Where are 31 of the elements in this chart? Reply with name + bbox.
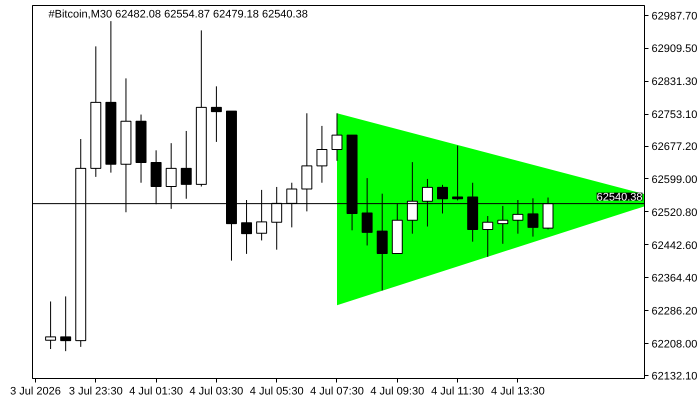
candlestick [45, 300, 56, 350]
x-tick-label: 3 Jul 23:30 [68, 386, 123, 398]
x-tick-label: 4 Jul 03:30 [189, 386, 244, 398]
x-tick-label: 4 Jul 05:30 [250, 386, 304, 398]
y-tick-label: 62753.10 [652, 109, 698, 122]
y-tick-label: 62442.60 [652, 240, 698, 252]
x-tick-label: 3 Jul 2026 [10, 386, 61, 398]
candlestick [452, 145, 464, 201]
y-tick-label: 62520.80 [652, 206, 698, 219]
x-tick-label: 4 Jul 11:30 [431, 386, 484, 398]
candlestick [482, 215, 494, 258]
x-tick-label: 4 Jul 09:30 [370, 386, 424, 398]
x-tick-label: 4 Jul 07:30 [310, 386, 364, 398]
candlestick [210, 86, 222, 142]
x-tick-label: 4 Jul 13:30 [490, 386, 545, 398]
candlestick [332, 112, 342, 162]
candlestick [60, 296, 72, 352]
y-tick-label: 62677.20 [652, 141, 698, 154]
y-tick-label: 62987.70 [652, 10, 698, 22]
y-tick-label: 62132.10 [652, 370, 698, 383]
y-tick-label: 62364.40 [652, 272, 698, 285]
candlestick [180, 130, 192, 200]
y-tick-label: 62831.30 [652, 76, 698, 88]
y-tick-label: 62208.00 [652, 338, 698, 351]
x-tick-label: 4 Jul 01:30 [129, 386, 184, 398]
candlestick [497, 205, 508, 244]
chart-title: #Bitcoin,M30 62482.08 62554.87 62479.18 62540.38 [48, 8, 308, 20]
candlestick [316, 125, 328, 184]
y-tick-label: 62909.50 [652, 43, 698, 56]
y-tick-label: 62286.20 [652, 306, 698, 318]
y-tick-label: 62599.00 [652, 174, 698, 186]
